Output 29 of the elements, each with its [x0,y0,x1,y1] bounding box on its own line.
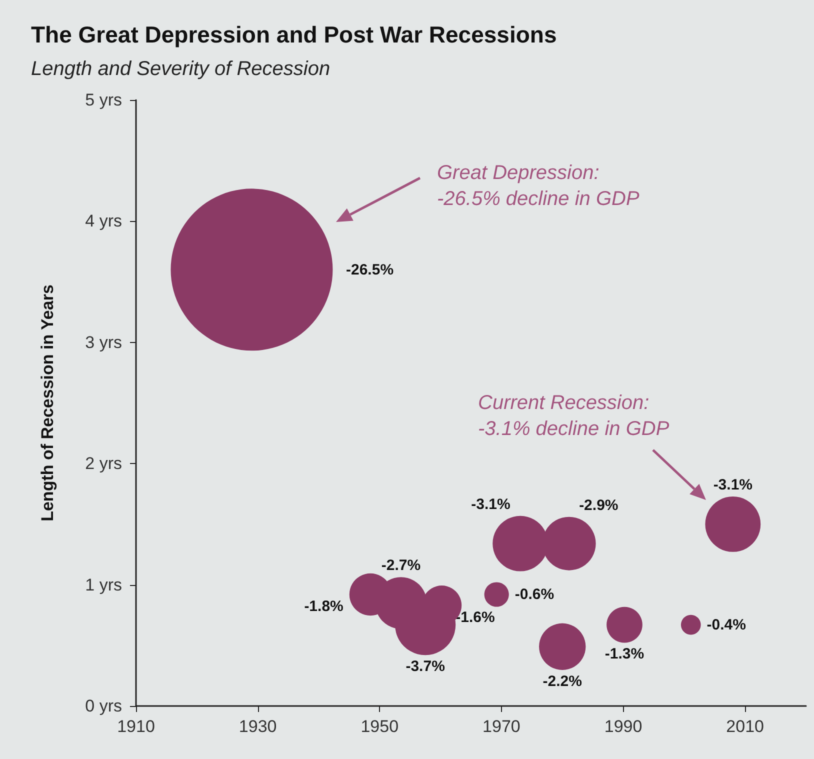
annotation: -0.4% [706,616,746,634]
x-tick-label: 1910 [117,717,155,736]
annotation: -3.1% [713,476,753,494]
y-axis-title: Length of Recession in Years [38,284,57,522]
x-tick-label: 2010 [726,717,764,736]
chart-title: The Great Depression and Post War Recessions [31,22,557,48]
y-tick-label: 0 yrs [85,696,122,716]
x-tick-label: 1970 [482,717,520,736]
annotation: -0.6% [514,586,554,603]
annotation: Great Depression: -26.5% decline in GDP [437,162,640,210]
annotation: -2.7% [381,557,421,574]
annotation: -1.3% [604,646,644,663]
annotation: -2.9% [579,496,618,514]
annotation: -2.2% [542,672,582,690]
chart-subtitle: Length and Severity of Recession [31,58,330,80]
annotation: -26.5% [346,262,394,278]
x-tick-label: 1930 [238,717,277,736]
y-tick-label: 4 yrs [85,212,122,231]
y-tick-label: 2 yrs [85,454,122,474]
annotation: Current Recession: -3.1% decline in GDP [478,392,670,440]
y-tick-label: 5 yrs [85,90,122,110]
annotation: -1.8% [304,598,344,615]
annotation: -1.6% [456,608,495,626]
x-tick-label: 1950 [360,717,399,736]
annotation: -3.7% [406,658,445,676]
y-tick-label: 1 yrs [85,575,122,594]
x-tick-label: 1990 [604,717,642,736]
annotation: -3.1% [471,496,510,513]
y-tick-label: 3 yrs [85,332,122,352]
